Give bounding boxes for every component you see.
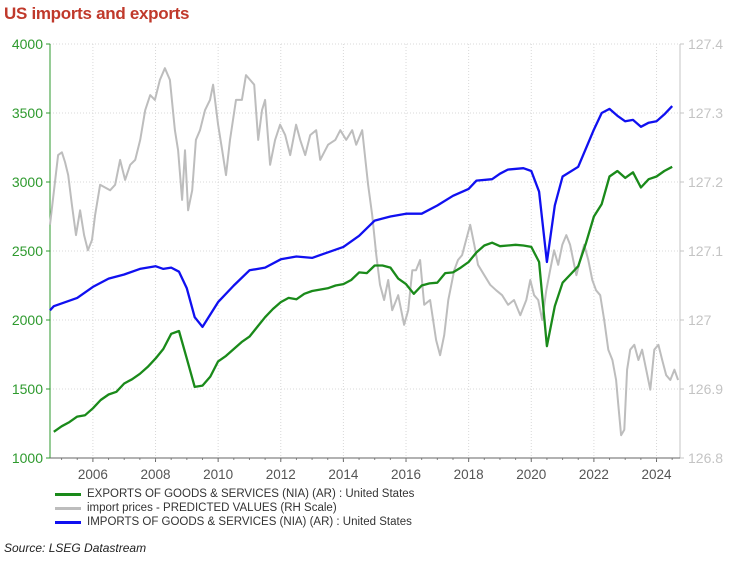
right-axis-tick-label: 127: [688, 312, 712, 328]
x-axis-tick-label: 2020: [516, 467, 546, 482]
x-axis-tick-label: 2022: [579, 467, 609, 482]
legend-label-exports: EXPORTS OF GOODS & SERVICES (NIA) (AR) :…: [87, 488, 415, 500]
left-axis-tick-label: 2000: [12, 312, 43, 328]
legend: EXPORTS OF GOODS & SERVICES (NIA) (AR) :…: [55, 487, 414, 529]
right-axis-tick-label: 126.8: [688, 450, 723, 466]
x-axis-tick-label: 2008: [140, 467, 170, 482]
x-axis-tick-label: 2014: [328, 467, 359, 482]
right-axis-tick-label: 127.4: [688, 36, 723, 52]
left-axis-tick-label: 3000: [12, 174, 43, 190]
series-line-import-prices: [49, 67, 680, 437]
x-axis-tick-label: 2006: [78, 467, 108, 482]
x-axis-tick-label: 2010: [203, 467, 233, 482]
right-axis-tick-label: 127.1: [688, 243, 723, 259]
right-axis-tick-label: 127.3: [688, 105, 723, 121]
left-axis-tick-label: 1000: [12, 450, 43, 466]
x-axis-tick-label: 2018: [454, 467, 484, 482]
chart-title: US imports and exports: [4, 4, 190, 23]
legend-label-imports: IMPORTS OF GOODS & SERVICES (NIA) (AR) :…: [87, 516, 412, 528]
right-axis-tick-label: 127.2: [688, 174, 723, 190]
series-line-exports: [53, 165, 673, 433]
right-axis-tick-label: 126.9: [688, 381, 723, 397]
left-axis-tick-label: 1500: [12, 381, 43, 397]
legend-swatch-imports: [55, 520, 81, 524]
legend-item-exports: EXPORTS OF GOODS & SERVICES (NIA) (AR) :…: [55, 487, 414, 501]
left-axis-tick-label: 4000: [12, 36, 43, 52]
series-line-imports: [49, 105, 674, 329]
legend-swatch-exports: [55, 492, 81, 496]
legend-swatch-import-prices: [55, 506, 81, 510]
x-axis-tick-label: 2024: [641, 467, 672, 482]
left-axis-tick-label: 2500: [12, 243, 43, 259]
x-axis-tick-label: 2012: [266, 467, 296, 482]
left-axis-tick-label: 3500: [12, 105, 43, 121]
legend-item-import-prices: import prices - PREDICTED VALUES (RH Sca…: [55, 501, 414, 515]
x-axis-tick-label: 2016: [391, 467, 421, 482]
source-note: Source: LSEG Datastream: [4, 541, 147, 555]
legend-item-imports: IMPORTS OF GOODS & SERVICES (NIA) (AR) :…: [55, 515, 414, 529]
legend-label-import-prices: import prices - PREDICTED VALUES (RH Sca…: [87, 502, 337, 514]
